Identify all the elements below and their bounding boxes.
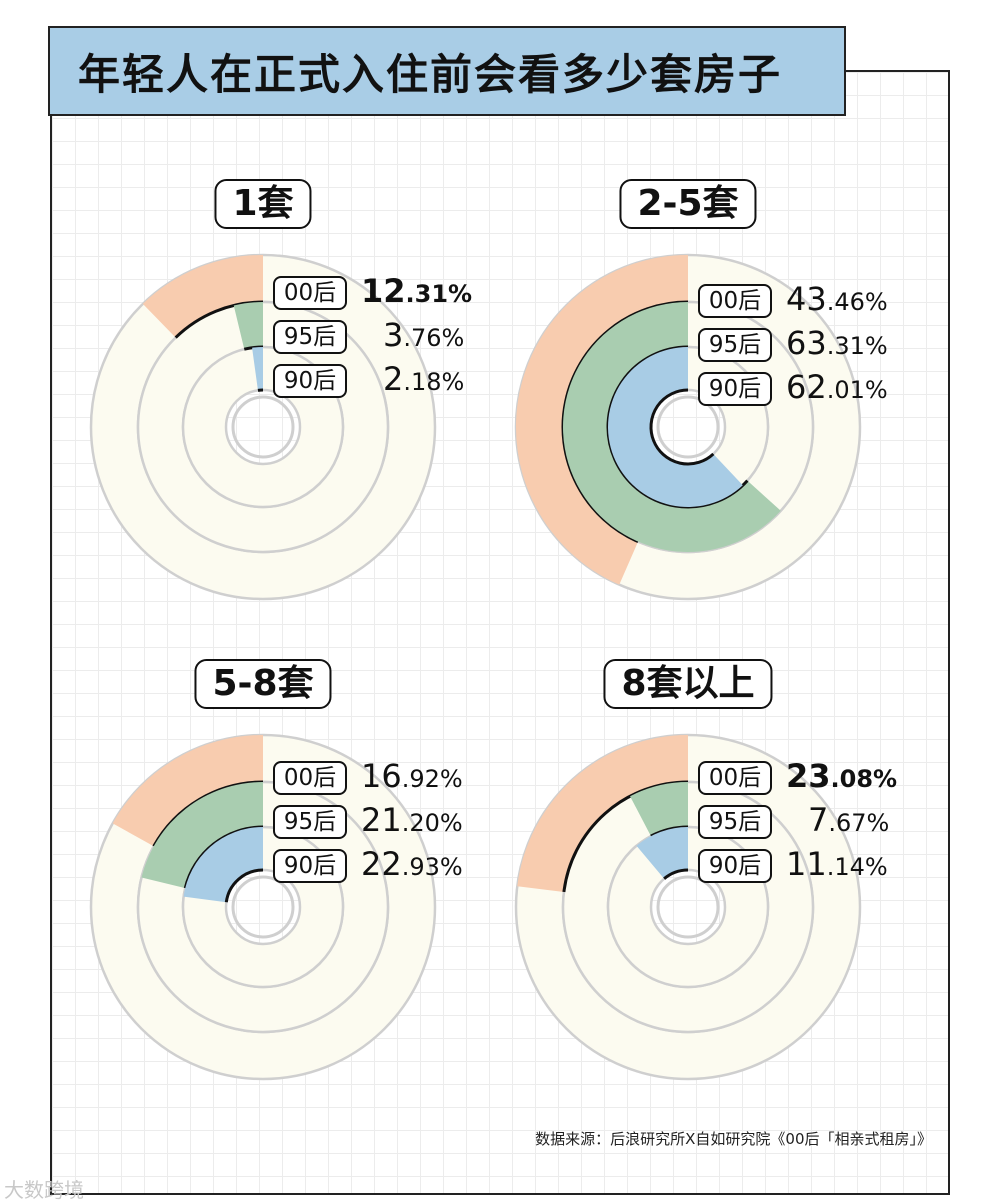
page-title: 年轻人在正式入住前会看多少套房子	[78, 49, 783, 99]
bar-5-8套-00后	[112, 735, 263, 847]
bar-2-5套-90后	[608, 347, 743, 508]
series-tag: 00后	[273, 276, 347, 310]
category-label: 1套	[214, 179, 312, 229]
watermark: 大数跨境	[4, 1178, 84, 1202]
series-tag: 95后	[273, 320, 347, 354]
radial-chart-4	[514, 733, 862, 1081]
series-tag: 00后	[698, 284, 772, 318]
value-label: 43.46%	[786, 280, 888, 318]
bar-5-8套-90后	[183, 827, 263, 903]
value-label: 23.08%	[786, 757, 898, 795]
series-tag: 90后	[698, 372, 772, 406]
radial-chart-3	[89, 733, 437, 1081]
bar-5-8套-95后	[141, 782, 263, 889]
value-label: 2.18%	[383, 360, 465, 398]
center-ring	[656, 875, 720, 939]
bar-2-5套-95后	[563, 302, 781, 552]
series-tag: 90后	[698, 849, 772, 883]
bar-8套以上-90后	[636, 827, 688, 879]
bar-edge	[663, 868, 689, 880]
value-label: 62.01%	[786, 368, 888, 406]
radial-chart-1	[89, 253, 437, 601]
title-banner: 年轻人在正式入住前会看多少套房子	[48, 26, 846, 116]
value-label: 7.67%	[808, 801, 890, 839]
series-tag: 00后	[273, 761, 347, 795]
category-label: 5-8套	[194, 659, 332, 709]
series-tag: 00后	[698, 761, 772, 795]
value-label: 12.31%	[361, 272, 473, 310]
value-label: 11.14%	[786, 845, 888, 883]
bar-edge	[649, 388, 715, 466]
source-note: 数据来源：后浪研究所X自如研究院《00后「相亲式租房」》	[535, 1130, 932, 1148]
bar-8套以上-00后	[517, 735, 688, 892]
bar-8套以上-95后	[630, 782, 688, 837]
track-ring	[224, 388, 302, 466]
center-ring	[231, 395, 295, 459]
value-label: 3.76%	[383, 316, 465, 354]
bar-1套-00后	[142, 255, 263, 338]
bar-1套-95后	[233, 302, 263, 350]
bar-edge	[224, 868, 264, 903]
value-label: 21.20%	[361, 801, 463, 839]
bar-2-5套-00后	[516, 255, 688, 585]
series-tag: 95后	[698, 328, 772, 362]
value-label: 22.93%	[361, 845, 463, 883]
center-ring	[656, 395, 720, 459]
series-tag: 95后	[698, 805, 772, 839]
category-label: 2-5套	[619, 179, 757, 229]
series-tag: 90后	[273, 849, 347, 883]
bar-edge	[243, 345, 264, 351]
radial-chart-2	[514, 253, 862, 601]
series-tag: 95后	[273, 805, 347, 839]
series-tag: 90后	[273, 364, 347, 398]
center-ring	[231, 875, 295, 939]
bar-1套-90后	[252, 347, 263, 391]
category-label: 8套以上	[603, 659, 773, 709]
value-label: 16.92%	[361, 757, 463, 795]
value-label: 63.31%	[786, 324, 888, 362]
